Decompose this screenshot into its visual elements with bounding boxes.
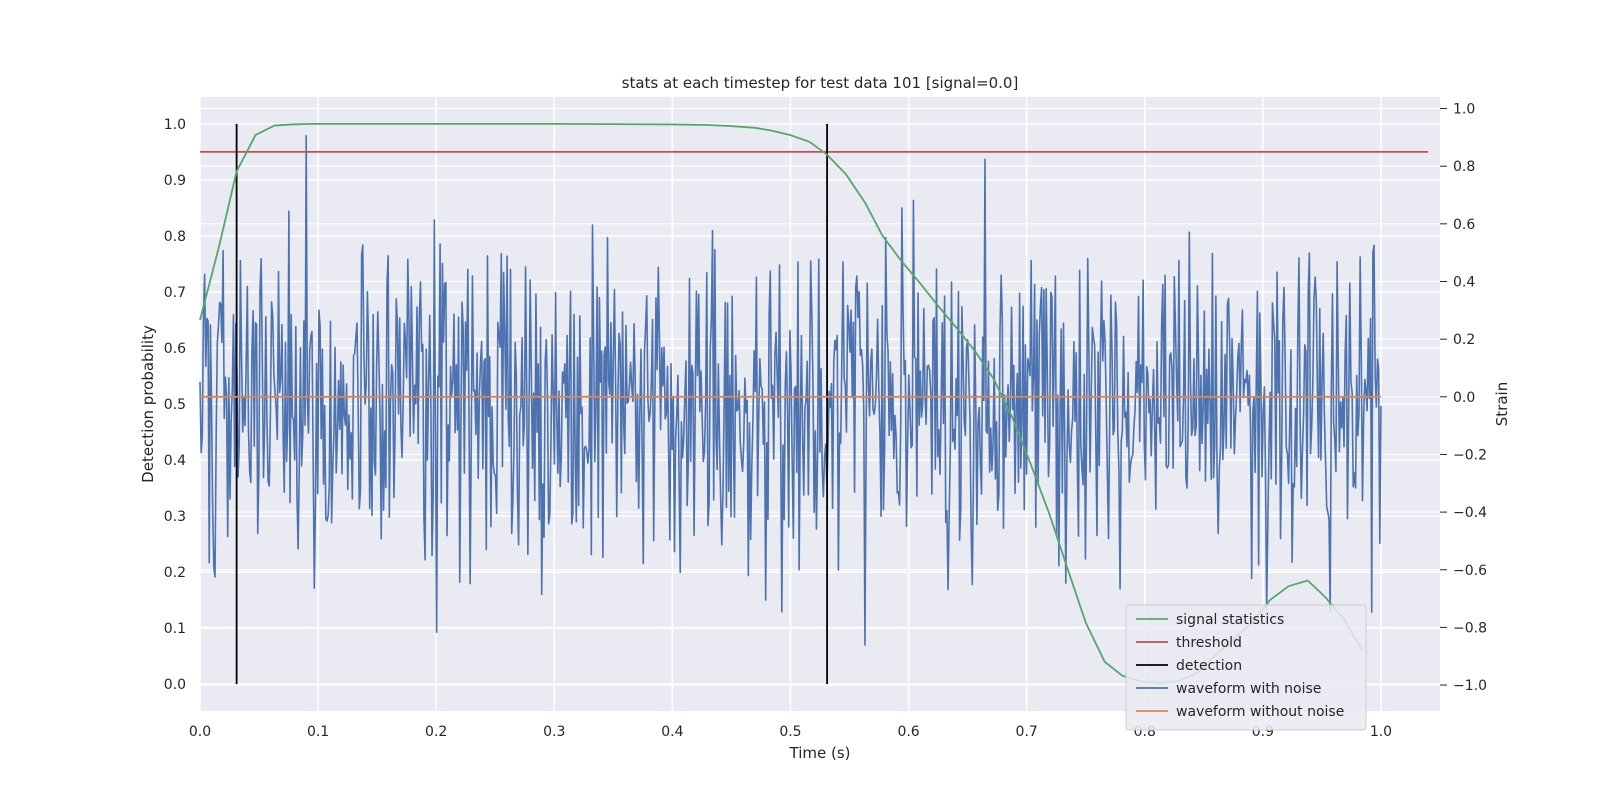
series-layer: [199, 122, 1429, 685]
legend-label: threshold: [1176, 635, 1242, 651]
x-tick-label: 0.7: [1016, 724, 1038, 740]
y-tick-label: 0.0: [164, 677, 186, 693]
legend-label: detection: [1176, 658, 1242, 674]
y-tick-label: 0.9: [164, 173, 186, 189]
y-right-tick-label: 0.8: [1453, 159, 1475, 175]
y-right-tick-label: 0.4: [1453, 274, 1475, 290]
y-right-tick-label: 1.0: [1453, 102, 1475, 118]
y-right-tick-label: −0.4: [1453, 505, 1487, 521]
y-right-tick-label: −0.2: [1453, 447, 1487, 463]
y-right-tick-label: −0.8: [1453, 620, 1487, 636]
x-axis-label: Time (s): [789, 744, 851, 762]
x-tick-label: 0.1: [307, 724, 329, 740]
legend: signal statistics threshold detection wavef…: [1125, 604, 1367, 731]
y-tick-label: 0.7: [164, 285, 186, 301]
y-tick-label: 1.0: [164, 117, 186, 133]
legend-label: waveform with noise: [1176, 681, 1321, 697]
y-tick-label: 0.1: [164, 621, 186, 637]
y-tick-label: 0.3: [164, 509, 186, 525]
y-tick-label: 0.6: [164, 341, 186, 357]
legend-label: signal statistics: [1176, 612, 1284, 628]
x-tick-label: 1.0: [1370, 724, 1392, 740]
y-right-tick-label: −0.6: [1453, 563, 1487, 579]
x-tick-label: 0.4: [661, 724, 683, 740]
y-tick-label: 0.8: [164, 229, 186, 245]
y-tick-label: 0.5: [164, 397, 186, 413]
y-axis-label-right: Strain: [1493, 382, 1511, 426]
y-right-tick-label: 0.6: [1453, 217, 1475, 233]
chart-title: stats at each timestep for test data 101…: [622, 74, 1019, 92]
y-right-tick-label: −1.0: [1453, 678, 1487, 694]
x-tick-label: 0.2: [425, 724, 447, 740]
y-right-tick-label: 0.2: [1453, 332, 1475, 348]
y-axis-label: Detection probability: [139, 325, 157, 483]
waveform-with-noise-line: [199, 134, 1382, 646]
y-tick-label: 0.2: [164, 565, 186, 581]
x-tick-label: 0.6: [897, 724, 919, 740]
legend-box: [1125, 604, 1367, 731]
axes: 0.0 0.1 0.2 0.3 0.4 0.5 0.6 0.7 0.8 0.9 1.0 0.0 0.1 0…: [164, 102, 1487, 740]
x-tick-label: 0.5: [779, 724, 801, 740]
y-tick-label: 0.4: [164, 453, 186, 469]
legend-label: waveform without noise: [1176, 704, 1344, 720]
x-tick-label: 0.0: [189, 724, 211, 740]
y-right-tick-label: 0.0: [1453, 390, 1475, 406]
x-tick-label: 0.3: [543, 724, 565, 740]
